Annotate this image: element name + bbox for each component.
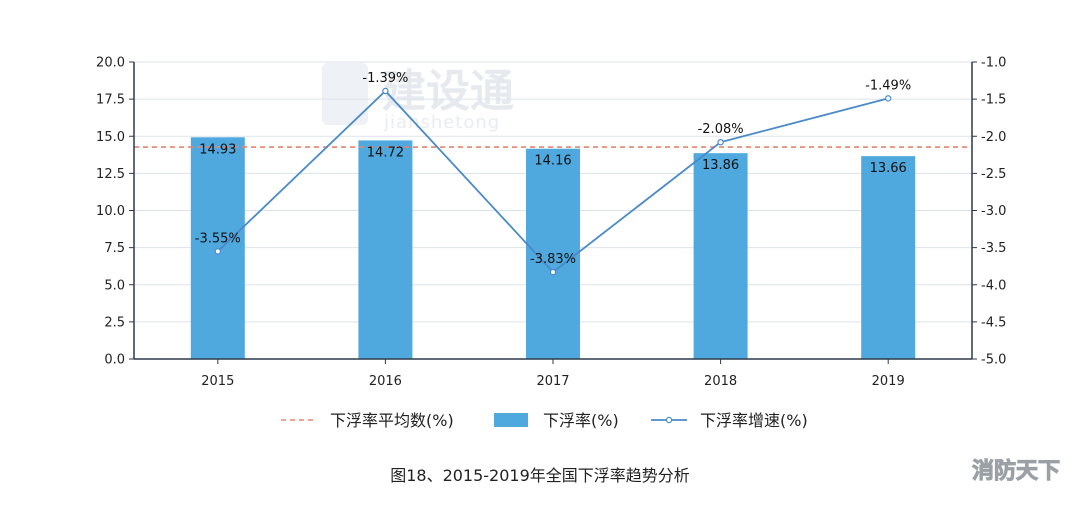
x-tick-label: 2018 bbox=[704, 374, 737, 389]
growth-value-label: -3.55% bbox=[195, 231, 241, 246]
bar-2016 bbox=[358, 140, 413, 359]
y-left-tick-label: 0.0 bbox=[104, 353, 125, 368]
watermark-main: 建设通 bbox=[382, 66, 514, 117]
bar-value-label: 14.16 bbox=[534, 154, 571, 169]
y-right-tick-label: -1.0 bbox=[981, 56, 1006, 71]
y-right-tick-label: -5.0 bbox=[981, 353, 1006, 368]
y-right-tick-label: -1.5 bbox=[981, 93, 1006, 108]
growth-point-2018 bbox=[717, 138, 724, 146]
y-left-tick-label: 5.0 bbox=[104, 278, 125, 293]
growth-point-2019 bbox=[885, 95, 892, 102]
growth-point-2016 bbox=[382, 87, 389, 95]
bar-2019 bbox=[861, 156, 916, 359]
legend-line-label: 下浮率增速(%) bbox=[700, 411, 808, 430]
bars bbox=[190, 137, 916, 359]
x-tick-label: 2019 bbox=[872, 374, 905, 389]
growth-value-label: -1.39% bbox=[362, 71, 408, 86]
growth-point-2017 bbox=[549, 268, 557, 276]
y-right-tick-label: -2.5 bbox=[981, 167, 1006, 182]
growth-value-label: -2.08% bbox=[698, 122, 744, 137]
watermark-logo-icon bbox=[322, 63, 368, 125]
y-right-tick-label: -4.0 bbox=[981, 278, 1006, 293]
x-tick-label: 2016 bbox=[369, 374, 402, 389]
chart-caption: 图18、2015-2019年全国下浮率趋势分析 bbox=[390, 466, 690, 485]
legend-line-marker bbox=[665, 416, 673, 424]
x-tick-label: 2015 bbox=[201, 374, 234, 389]
legend: 下浮率平均数(%) 下浮率(%) 下浮率增速(%) bbox=[281, 411, 808, 430]
bar-value-label: 14.72 bbox=[367, 145, 404, 160]
legend-average-label: 下浮率平均数(%) bbox=[330, 411, 454, 430]
y-left-tick-label: 20.0 bbox=[96, 56, 125, 71]
y-left-tick-label: 7.5 bbox=[104, 241, 125, 256]
corner-watermark: 消防天下 bbox=[972, 459, 1060, 484]
watermark-sub: jianshetong bbox=[383, 112, 500, 133]
legend-bar-swatch bbox=[494, 413, 528, 427]
bar-value-label: 13.86 bbox=[702, 158, 739, 173]
y-left-tick-label: 17.5 bbox=[96, 93, 125, 108]
bar-value-label: 13.66 bbox=[870, 161, 907, 176]
legend-bar-label: 下浮率(%) bbox=[543, 411, 619, 430]
y-left-tick-label: 12.5 bbox=[96, 167, 125, 182]
y-right-tick-label: -4.5 bbox=[981, 315, 1006, 330]
growth-value-label: -1.49% bbox=[865, 78, 911, 93]
bar-value-label: 14.93 bbox=[199, 142, 236, 157]
y-right-tick-label: -2.0 bbox=[981, 130, 1006, 145]
growth-line bbox=[214, 87, 892, 276]
y-left-tick-label: 10.0 bbox=[96, 204, 125, 219]
growth-point-2015 bbox=[214, 248, 221, 255]
y-right-tick-label: -3.0 bbox=[981, 204, 1006, 219]
growth-value-label: -3.83% bbox=[530, 252, 576, 267]
axes: 0.0 2.5 5.0 7.5 10.0 12.5 15.0 17.5 20.0 -5.0 -4.5… bbox=[96, 56, 1006, 390]
y-left-tick-label: 15.0 bbox=[96, 130, 125, 145]
y-left-tick-label: 2.5 bbox=[104, 315, 125, 330]
watermark: 建设通 jianshetong bbox=[322, 63, 514, 133]
x-tick-label: 2017 bbox=[536, 374, 569, 389]
bar-2018 bbox=[693, 153, 748, 359]
data-labels: 14.93 14.72 14.16 13.86 13.66 -3.55% -1.39% -3.… bbox=[195, 71, 911, 267]
y-right-tick-label: -3.5 bbox=[981, 241, 1006, 256]
